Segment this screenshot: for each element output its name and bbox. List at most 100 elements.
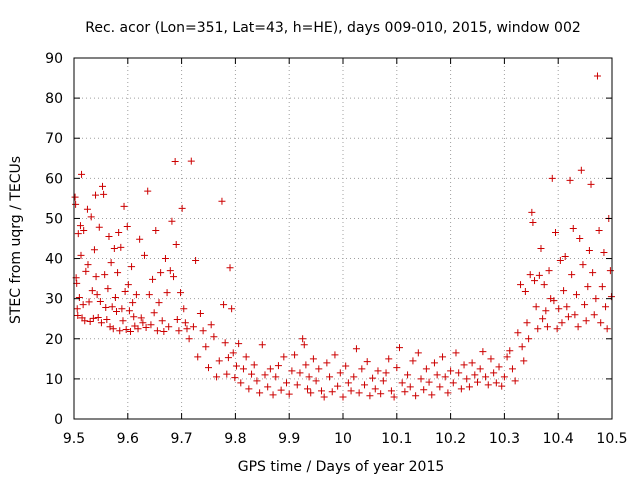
x-tick-label: 9.7 [170,431,192,447]
data-point [175,327,183,335]
data-point [366,392,374,400]
data-point [492,379,500,387]
data-point [344,379,352,387]
data-point [563,303,571,311]
data-point [250,361,258,369]
data-point [110,245,118,253]
data-point [87,213,95,221]
data-point [80,226,88,234]
data-point [124,281,132,289]
data-point [566,176,574,184]
data-point [105,232,113,240]
data-point [582,317,590,325]
data-point [229,349,237,357]
data-point [239,365,247,373]
data-point [352,345,360,353]
data-point [86,318,94,326]
data-point [280,353,288,361]
data-point [152,226,160,234]
data-point [581,301,589,309]
data-point [363,358,371,366]
data-point [398,379,406,387]
data-point [163,289,171,297]
data-point [125,307,133,315]
data-point [529,218,537,226]
data-point [564,313,572,321]
data-point [178,204,186,212]
data-point [528,208,536,216]
data-point [569,224,577,232]
data-point [602,303,610,311]
data-point [468,359,476,367]
data-point [92,273,100,281]
data-point [150,309,158,317]
data-point [269,391,277,399]
data-point [104,285,112,293]
data-point [76,222,84,230]
data-point [160,328,168,336]
data-point [88,287,96,295]
data-point [390,393,398,401]
data-point [183,325,191,333]
x-tick-label: 9.8 [224,431,246,447]
data-point [97,319,105,327]
data-point [572,291,580,299]
data-point [74,312,82,320]
data-point [114,269,122,277]
data-point [439,353,447,361]
data-point [274,362,282,370]
data-point [315,365,323,373]
data-point [210,333,218,341]
data-point [433,371,441,379]
data-point [237,379,245,387]
data-point [484,381,492,389]
data-point [266,365,274,373]
data-point [606,267,614,275]
data-point [307,389,315,397]
data-point [224,354,232,362]
data-point [347,387,355,395]
data-point [231,374,239,382]
data-point [299,335,307,343]
data-point [128,263,136,271]
data-point [420,386,428,394]
y-tick-label: 80 [45,91,63,107]
data-point [199,327,207,335]
x-tick-label: 9.6 [117,431,139,447]
data-point [245,385,253,393]
data-point [465,383,473,391]
data-point [115,228,123,236]
data-point [264,383,272,391]
data-point [215,357,223,365]
data-point [361,381,369,389]
data-point [320,393,328,401]
data-point [207,321,215,329]
data-point [441,373,449,381]
data-point [545,267,553,275]
data-point [548,174,556,182]
data-point [109,325,117,333]
data-point [291,351,299,359]
data-point [520,357,528,365]
data-point [101,271,109,279]
data-point [223,370,231,378]
data-point [603,325,611,333]
data-point [334,382,342,390]
data-point [584,283,592,291]
data-point [157,269,165,277]
data-point [377,390,385,398]
data-point [232,362,240,370]
data-point [428,391,436,399]
data-point [116,327,124,335]
data-point [93,291,101,299]
data-point [134,325,142,333]
data-point [506,347,514,355]
y-tick-label: 20 [45,332,63,348]
data-point [300,341,308,349]
data-point [331,351,339,359]
data-point [121,287,129,295]
data-point [102,303,110,311]
data-point [561,253,569,261]
data-point [595,226,603,234]
data-point [242,353,250,361]
